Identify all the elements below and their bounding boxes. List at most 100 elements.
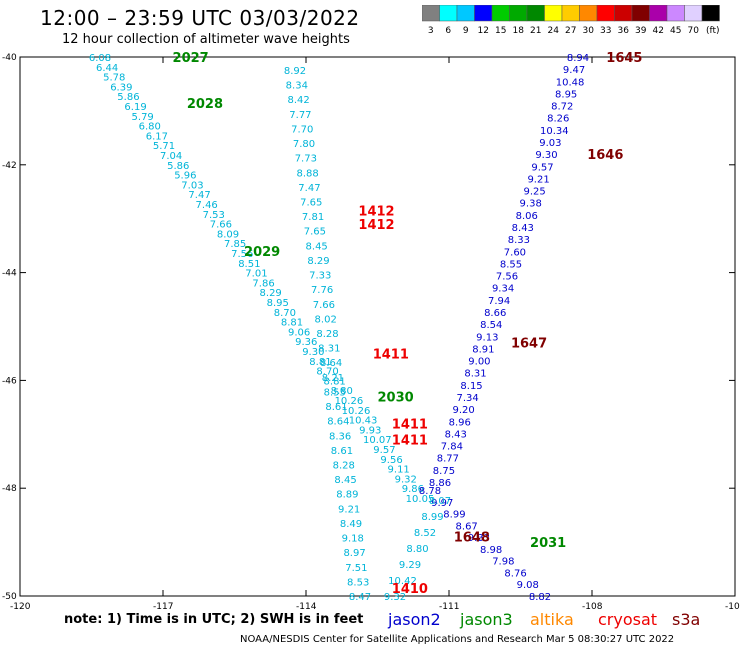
color-scale-label: 36 [618, 26, 630, 36]
wave-height-value: 9.21 [338, 504, 360, 515]
pass-time-label: 2031 [530, 536, 566, 551]
wave-height-value: 8.99 [421, 512, 443, 523]
wave-height-value: 8.91 [472, 344, 494, 355]
wave-height-value: 9.29 [399, 560, 421, 571]
color-scale-label: 33 [600, 26, 611, 36]
wave-height-value: 9.18 [342, 534, 364, 545]
wave-height-value: 9.06 [288, 327, 310, 338]
wave-height-value: 7.98 [492, 557, 514, 568]
pass-time-label: 1411 [392, 434, 428, 449]
wave-height-value: 5.79 [132, 112, 154, 123]
wave-height-value: 10.26 [342, 406, 371, 417]
wave-height-value: 8.81 [309, 357, 331, 368]
wave-height-tracks: 6.086.445.786.395.866.195.796.806.175.71… [89, 53, 589, 603]
lat-label: -42 [2, 161, 17, 171]
wave-height-value: 9.33 [468, 533, 490, 544]
wave-height-value: 6.39 [110, 82, 132, 93]
wave-height-value: 7.70 [291, 124, 313, 135]
jason3-track-b: 8.92 8.34 8.42 7.77 7.70 7.80 7.73 8.88 7.47 7.65… [284, 66, 371, 603]
wave-height-value: 8.02 [315, 314, 337, 325]
wave-height-value: 7.56 [231, 249, 253, 260]
cryosat-track: 8.07 8.99 8.52 8.80 9.29 10.42 9.32 [384, 496, 451, 603]
wave-height-value: 10.34 [540, 126, 569, 137]
pass-time-label: 2029 [244, 245, 280, 260]
wave-height-value: 8.89 [336, 490, 358, 501]
wave-height-value: 8.26 [547, 114, 569, 125]
wave-height-value: 6.80 [139, 122, 161, 133]
wave-height-value: 8.29 [307, 256, 329, 267]
wave-height-value: 8.15 [460, 381, 482, 392]
wave-height-value: 9.86 [402, 484, 424, 495]
wave-height-value: 8.86 [429, 478, 451, 489]
pass-time-label: 1412 [358, 218, 394, 233]
wave-height-value: 6.44 [96, 63, 118, 74]
wave-height-value: 8.70 [316, 367, 338, 378]
wave-height-value: 8.70 [274, 308, 296, 319]
credit-line: NOAA/NESDIS Center for Satellite Applica… [240, 634, 675, 645]
lon-label: -111 [439, 602, 459, 610]
lat-label: -48 [2, 484, 17, 494]
wave-height-value: 9.36 [295, 337, 317, 348]
wave-height-value: 9.21 [527, 174, 549, 185]
wave-height-value: 7.01 [245, 269, 267, 280]
satellite-legend-jason2: jason2 [388, 610, 441, 629]
wave-height-value: 8.34 [286, 81, 308, 92]
wave-height-value: 8.99 [443, 510, 465, 521]
wave-height-value: 8.52 [414, 528, 436, 539]
wave-height-value: 7.60 [504, 247, 526, 258]
pass-time-label: 2030 [378, 391, 414, 406]
wave-height-value: 10.48 [556, 77, 585, 88]
wave-height-value: 9.38 [520, 199, 542, 210]
color-scale-label: 45 [670, 26, 681, 36]
wave-height-value: 8.07 [429, 496, 451, 507]
wave-height-value: 10.43 [349, 416, 378, 427]
wave-height-value: 8.80 [406, 544, 428, 555]
wave-height-value: 7.84 [441, 442, 463, 453]
wave-height-value: 8.96 [449, 417, 471, 428]
wave-height-value: 10.05 [406, 494, 435, 505]
wave-height-value: 9.20 [453, 405, 475, 416]
wave-height-value: 8.06 [516, 211, 538, 222]
wave-height-value: 9.32 [395, 474, 417, 485]
wave-height-value: 7.47 [298, 183, 320, 194]
lat-label: -46 [2, 376, 17, 386]
color-scale-label: 6 [445, 26, 451, 36]
wave-height-value: 7.47 [188, 190, 210, 201]
wave-height-value: 9.56 [380, 455, 402, 466]
wave-height-value: 8.55 [500, 259, 522, 270]
wave-height-value: 9.30 [535, 150, 557, 161]
wave-height-value: 9.13 [476, 332, 498, 343]
pass-time-label: 1647 [511, 337, 547, 352]
s3a-track: 8.789.978.998.679.338.987.988.769.088.82 [419, 486, 551, 603]
wave-height-value: 8.54 [480, 320, 502, 331]
wave-height-value: 10.42 [388, 576, 417, 587]
satellite-legend-s3a: s3a [672, 610, 701, 629]
wave-height-value: 9.30 [302, 347, 324, 358]
lon-label: -108 [582, 602, 603, 610]
pass-time-label: 2028 [187, 97, 223, 112]
wave-height-value: 7.94 [488, 296, 510, 307]
wave-height-value: 9.93 [359, 425, 381, 436]
wave-height-value: 8.45 [334, 475, 356, 486]
wave-height-value: 7.77 [289, 110, 311, 121]
wave-height-value: 7.51 [345, 563, 367, 574]
wave-height-value: 8.82 [529, 592, 551, 603]
wave-height-value: 7.33 [309, 271, 331, 282]
color-scale-label: 42 [653, 26, 664, 36]
wave-height-value: 7.03 [181, 180, 203, 191]
wave-height-value: 8.97 [343, 548, 365, 559]
lat-label: -40 [2, 53, 17, 63]
wave-height-value: 8.95 [555, 89, 577, 100]
wave-height-value: 8.95 [267, 298, 289, 309]
lat-label: -44 [2, 269, 17, 279]
altimeter-map: -40 -42 -44 -46 -48 -50-120 -117 -114 -111 -108 -1… [2, 51, 740, 610]
wave-height-value: 10.26 [335, 396, 364, 407]
wave-height-value: 5.86 [167, 161, 189, 172]
jason2-track: 8.949.4710.488.958.728.2610.349.039.309.… [429, 53, 589, 489]
wave-height-value: 8.33 [508, 235, 530, 246]
wave-height-value: 8.21 [322, 373, 344, 384]
wave-height-value: 6.08 [89, 53, 111, 64]
satellite-legend-cryosat: cryosat [598, 610, 658, 629]
color-scale-label: 18 [513, 26, 525, 36]
wave-height-value: 8.98 [480, 545, 502, 556]
